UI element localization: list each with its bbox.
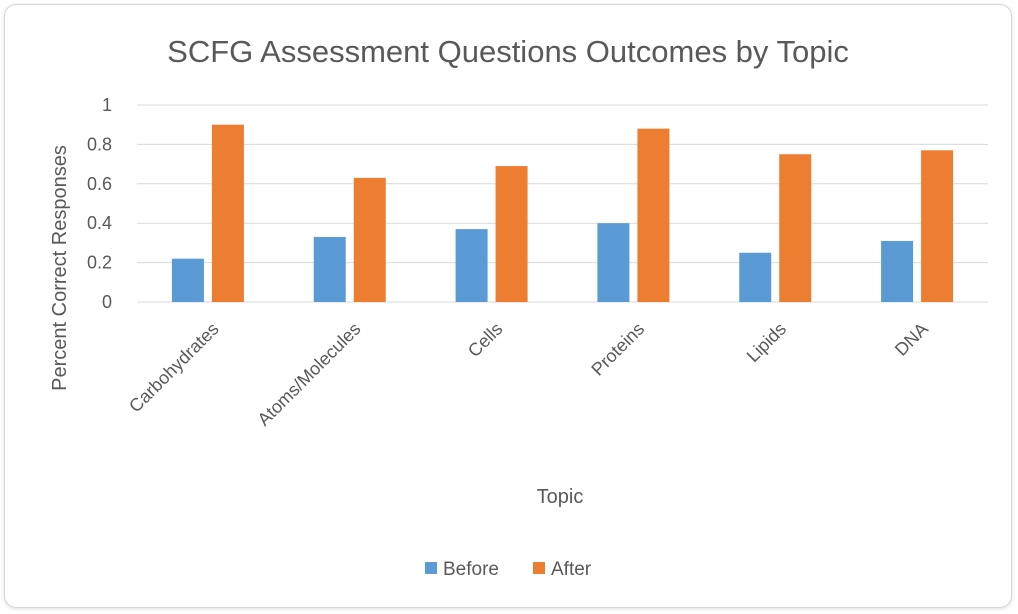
- bar-before-5: [739, 252, 772, 302]
- y-axis-ticks: 0 0.2 0.4 0.6 0.8 1: [87, 95, 112, 312]
- bar-before-1: [171, 258, 204, 302]
- bar-after-6: [921, 150, 954, 302]
- x-axis-categories: Carbohydrates Atoms/Molecules Cells Protein…: [125, 319, 932, 430]
- x-category-label: Atoms/Molecules: [254, 319, 365, 430]
- bar-after-1: [211, 124, 244, 302]
- bar-before-6: [881, 240, 914, 302]
- bar-before-3: [455, 229, 488, 302]
- x-category-label: Proteins: [587, 319, 648, 380]
- y-axis-title: Percent Correct Responses: [49, 145, 71, 391]
- y-tick-label: 0.4: [87, 213, 112, 233]
- bar-after-5: [779, 154, 812, 302]
- legend: Before After: [425, 559, 592, 580]
- y-tick-label: 0.2: [87, 253, 112, 273]
- bar-before-2: [313, 236, 346, 302]
- bar-after-4: [637, 128, 670, 302]
- legend-swatch-after: [533, 562, 545, 574]
- x-category-label: Carbohydrates: [125, 319, 223, 417]
- bar-before-4: [597, 223, 630, 302]
- bars: [171, 124, 954, 302]
- y-tick-label: 1: [102, 95, 112, 115]
- x-category-label: Lipids: [743, 319, 790, 366]
- y-tick-label: 0.8: [87, 134, 112, 154]
- x-category-label: DNA: [891, 319, 932, 360]
- y-tick-label: 0.6: [87, 174, 112, 194]
- legend-swatch-before: [425, 562, 437, 574]
- x-axis-title: Topic: [537, 486, 584, 508]
- chart-title: SCFG Assessment Questions Outcomes by To…: [167, 34, 849, 69]
- gridlines: [137, 104, 988, 303]
- bar-after-3: [495, 166, 528, 302]
- bar-after-2: [353, 177, 386, 302]
- legend-label-after: After: [551, 559, 592, 580]
- y-tick-label: 0: [102, 292, 112, 312]
- x-category-label: Cells: [464, 319, 506, 361]
- legend-label-before: Before: [443, 559, 499, 580]
